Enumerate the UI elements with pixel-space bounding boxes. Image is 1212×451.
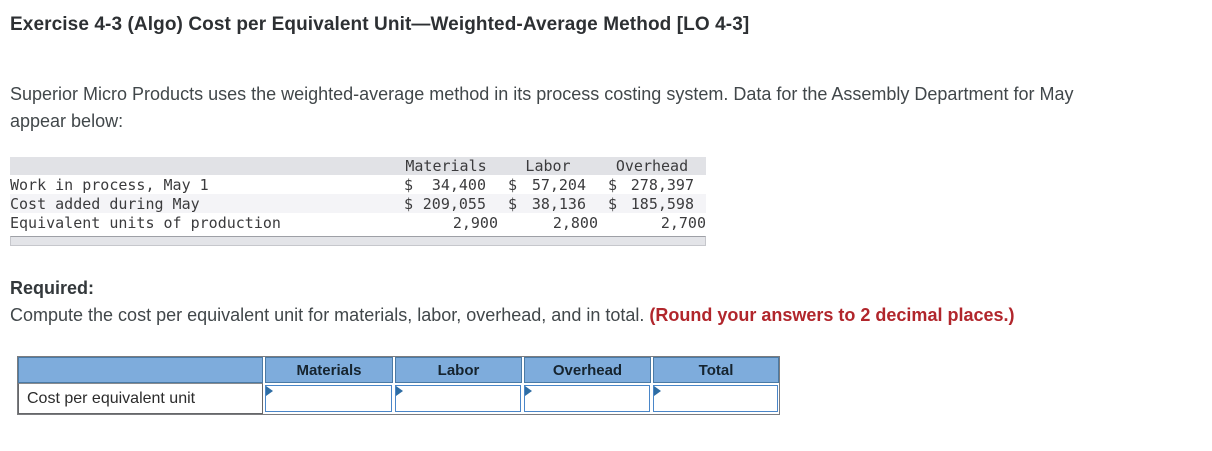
intro-line-1: Superior Micro Products uses the weighte… [10,84,1074,104]
overhead-input[interactable] [525,386,649,411]
equiv-units-labor-value: 2,800 [552,213,598,232]
table-scrollbar-track[interactable] [10,236,706,246]
cost-data-table: Materials Labor Overhead Work in process… [10,157,706,246]
cost-added-materials-value: $209,055 [404,194,486,213]
wip-materials-value: $34,400 [404,175,486,194]
data-table-corner [10,157,394,175]
data-table-header-row: Materials Labor Overhead [10,157,706,175]
data-table-col-overhead: Overhead [615,157,689,175]
answer-header-labor: Labor [395,357,522,383]
materials-input[interactable] [266,386,391,411]
wip-overhead-value: $278,397 [608,175,694,194]
required-instruction: Compute the cost per equivalent unit for… [10,302,1202,329]
answer-cell-total [653,383,779,414]
row-label-cost-added: Cost added during May [10,194,200,213]
wip-labor-value: $57,204 [508,175,586,194]
required-section: Required: Compute the cost per equivalen… [10,275,1202,329]
input-marker-wrap [524,385,650,412]
answer-cell-overhead [524,383,651,414]
dollar-sign: $ [404,194,414,213]
dollar-sign: $ [608,194,618,213]
answer-table: Materials Labor Overhead Total Cost per … [17,356,780,415]
exercise-title: Exercise 4-3 (Algo) Cost per Equivalent … [10,14,750,35]
data-table-col-labor: Labor [525,157,571,175]
input-marker-wrap [265,385,392,412]
answer-row-label: Cost per equivalent unit [18,383,263,414]
dollar-sign: $ [508,175,518,194]
table-row: Cost added during May $209,055 $38,136 $… [10,194,706,213]
dollar-sign: $ [508,194,518,213]
cost-added-overhead-value: $185,598 [608,194,694,213]
required-heading: Required: [10,278,95,298]
total-input[interactable] [654,386,777,411]
rounding-note: (Round your answers to 2 decimal places.… [649,305,1015,325]
intro-paragraph: Superior Micro Products uses the weighte… [10,81,1202,135]
intro-line-2: appear below: [10,111,124,131]
cost-added-labor-value: $38,136 [508,194,586,213]
input-marker-wrap [395,385,521,412]
answer-header-blank [18,357,263,383]
answer-header-materials: Materials [265,357,393,383]
answer-cell-labor [395,383,522,414]
table-row: Equivalent units of production 2,900 2,8… [10,213,706,232]
required-text: Compute the cost per equivalent unit for… [10,305,645,325]
row-label-equivalent-units: Equivalent units of production [10,213,281,232]
dollar-sign: $ [404,175,414,194]
labor-input[interactable] [396,386,520,411]
answer-cell-materials [265,383,393,414]
data-table-col-materials: Materials [405,157,487,175]
answer-header-total: Total [653,357,779,383]
row-label-wip: Work in process, May 1 [10,175,209,194]
exercise-page: Exercise 4-3 (Algo) Cost per Equivalent … [10,14,1202,415]
table-row: Work in process, May 1 $34,400 $57,204 $… [10,175,706,194]
equiv-units-overhead-value: 2,700 [660,213,706,232]
equiv-units-materials-value: 2,900 [452,213,498,232]
input-marker-wrap [653,385,778,412]
dollar-sign: $ [608,175,618,194]
answer-header-overhead: Overhead [524,357,651,383]
